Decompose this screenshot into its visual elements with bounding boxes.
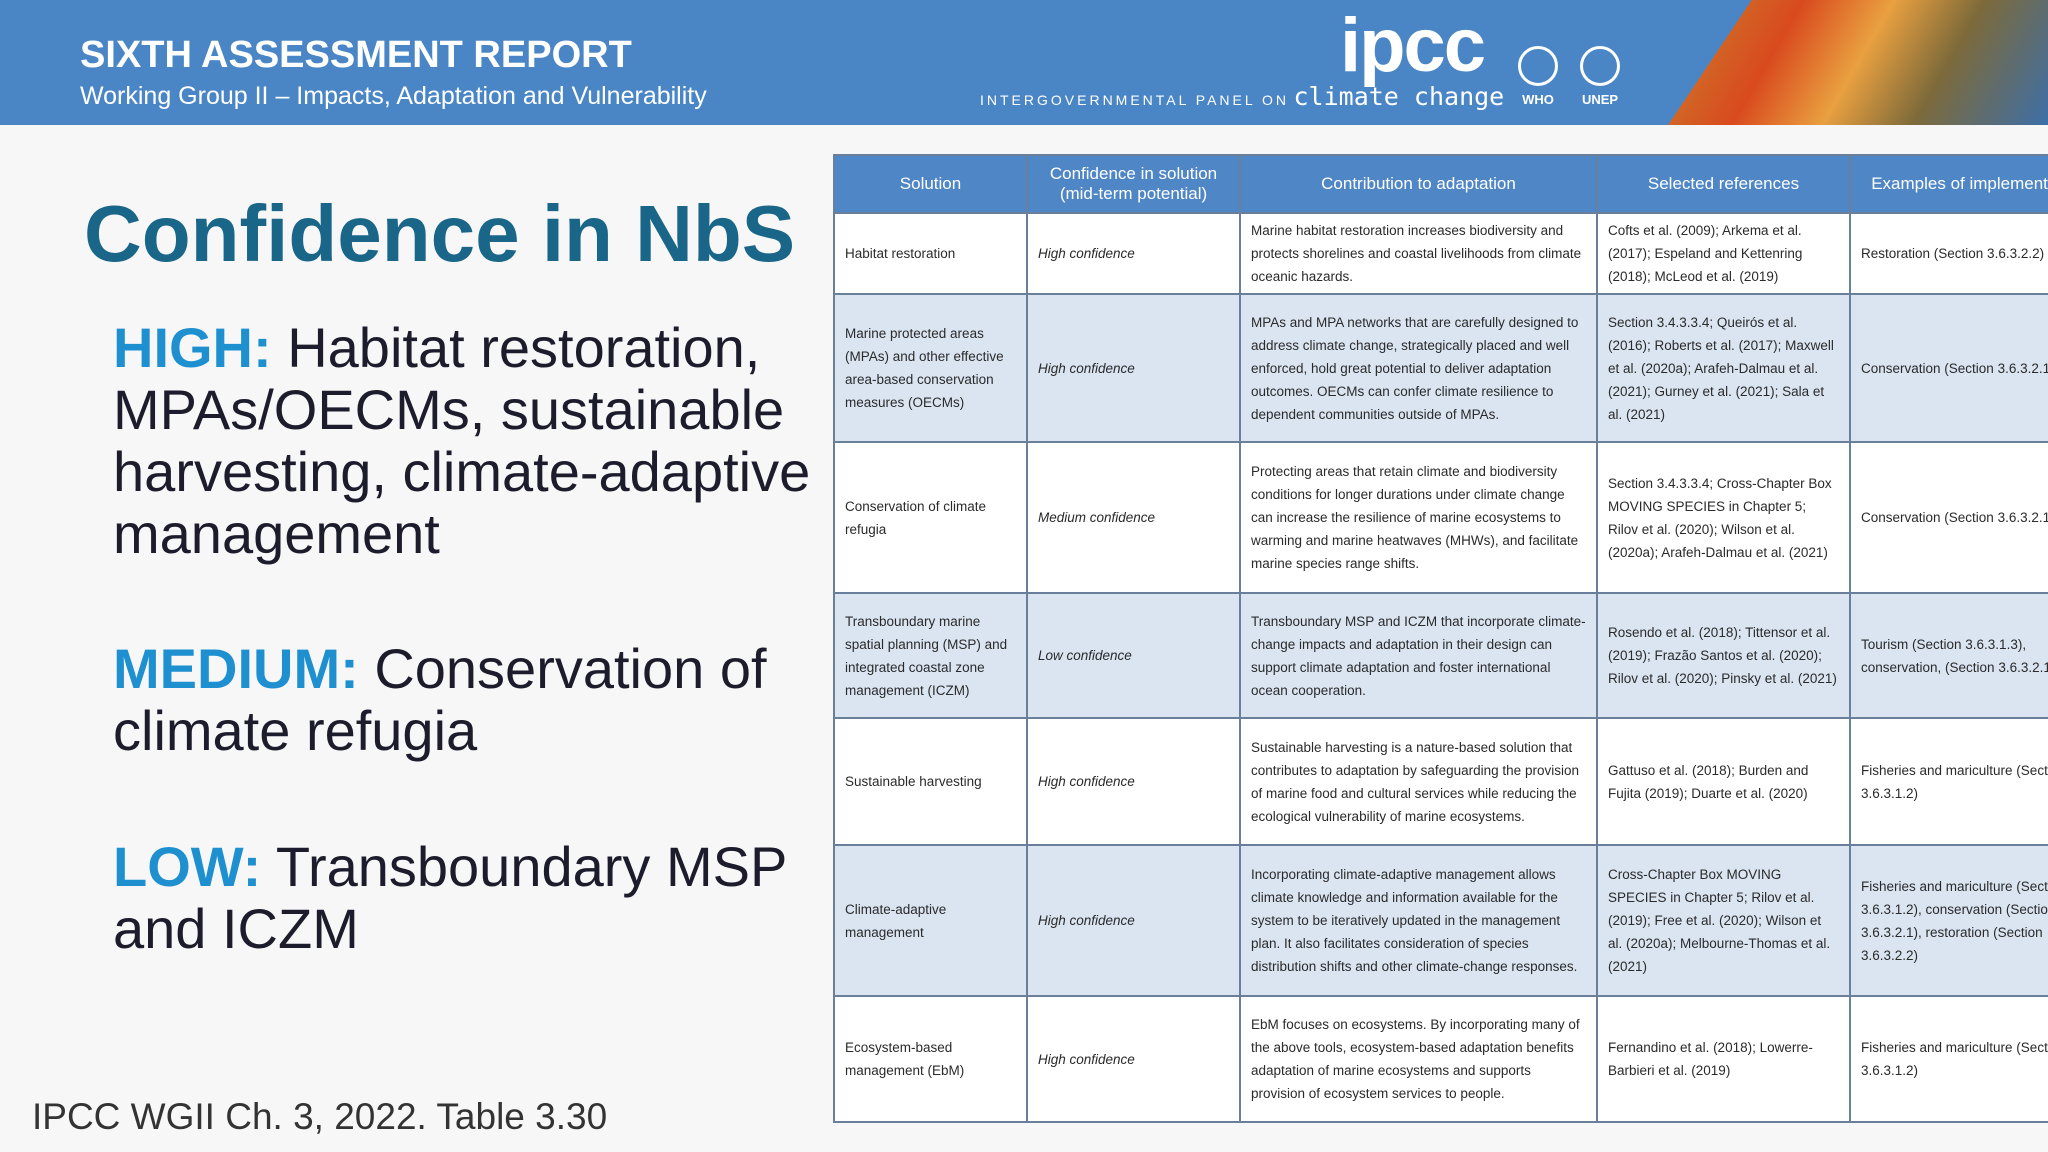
org-name: INTERGOVERNMENTAL PANEL ON climate chang… xyxy=(980,82,1504,111)
column-header: Confidence in solution (mid-term potenti… xyxy=(1026,154,1241,214)
table-cell: High confidence xyxy=(1026,844,1241,997)
table-cell: Cross-Chapter Box MOVING SPECIES in Chap… xyxy=(1596,844,1851,997)
column-header: Solution xyxy=(833,154,1028,214)
table-cell: Cofts et al. (2009); Arkema et al. (2017… xyxy=(1596,212,1851,295)
table-row: Habitat restoration High confidence Marine… xyxy=(833,212,2048,295)
table-cell: Marine protected areas (MPAs) and other … xyxy=(833,293,1028,443)
item-text: Habitat restoration, MPAs/OECMs, sustain… xyxy=(113,316,811,565)
confidence-level: MEDIUM: xyxy=(113,637,359,700)
table-cell: Medium confidence xyxy=(1026,441,1241,594)
table-cell: Sustainable harvesting xyxy=(833,717,1028,846)
table-row: Transboundary marine spatial planning (M… xyxy=(833,592,2048,719)
table-cell: Incorporating climate-adaptive managemen… xyxy=(1239,844,1598,997)
table-cell: Tourism (Section 3.6.3.1.3), conservatio… xyxy=(1849,592,2048,719)
table-cell: Section 3.4.3.3.4; Queirós et al. (2016)… xyxy=(1596,293,1851,443)
table-cell: High confidence xyxy=(1026,293,1241,443)
confidence-level: LOW: xyxy=(113,835,262,898)
table-cell: Rosendo et al. (2018); Tittensor et al. … xyxy=(1596,592,1851,719)
table-row: Ecosystem-based management (EbM) High con… xyxy=(833,995,2048,1123)
table-row: Climate-adaptive management High confiden… xyxy=(833,844,2048,997)
table-cell: EbM focuses on ecosystems. By incorporat… xyxy=(1239,995,1598,1123)
table-cell: Gattuso et al. (2018); Burden and Fujita… xyxy=(1596,717,1851,846)
table-cell: High confidence xyxy=(1026,717,1241,846)
confidence-level: HIGH: xyxy=(113,316,272,379)
report-title: SIXTH ASSESSMENT REPORT xyxy=(80,34,632,76)
table-cell: Fisheries and mariculture (Section 3.6.3… xyxy=(1849,844,2048,997)
org-suffix: climate change xyxy=(1293,82,1505,111)
table-cell: MPAs and MPA networks that are carefully… xyxy=(1239,293,1598,443)
nbs-table: Solution Confidence in solution (mid-term… xyxy=(833,154,2048,1123)
table-row: Conservation of climate refugia Medium co… xyxy=(833,441,2048,594)
table-cell: Low confidence xyxy=(1026,592,1241,719)
partner-label: WHO xyxy=(1522,92,1554,107)
table-cell: Marine habitat restoration increases bio… xyxy=(1239,212,1598,295)
slide-title: Confidence in NbS xyxy=(84,189,796,278)
item-text: Conservation of climate refugia xyxy=(113,637,767,762)
confidence-item: LOW: Transboundary MSP and ICZM xyxy=(113,836,833,960)
table-cell: High confidence xyxy=(1026,212,1241,295)
org-prefix: INTERGOVERNMENTAL PANEL ON xyxy=(980,92,1290,108)
confidence-item: MEDIUM: Conservation of climate refugia xyxy=(113,638,833,762)
table-cell: Ecosystem-based management (EbM) xyxy=(833,995,1028,1123)
table-cell: Transboundary MSP and ICZM that incorpor… xyxy=(1239,592,1598,719)
table-cell: Fernandino et al. (2018); Lowerre-Barbie… xyxy=(1596,995,1851,1123)
partner-label: UNEP xyxy=(1581,92,1619,107)
who-emblem xyxy=(1518,46,1558,86)
confidence-item: HIGH: Habitat restoration, MPAs/OECMs, s… xyxy=(113,317,833,565)
source-note: IPCC WGII Ch. 3, 2022. Table 3.30 xyxy=(32,1096,608,1137)
column-header: Examples of implementation xyxy=(1849,154,2048,214)
item-text: Transboundary MSP and ICZM xyxy=(113,835,787,960)
table-cell: Section 3.4.3.3.4; Cross-Chapter Box MOV… xyxy=(1596,441,1851,594)
table-cell: High confidence xyxy=(1026,995,1241,1123)
ipcc-logo: ipcc xyxy=(1340,3,1486,88)
table-cell: Conservation (Section 3.6.3.2.1) xyxy=(1849,441,2048,594)
table-cell: Fisheries and mariculture (Section 3.6.3… xyxy=(1849,995,2048,1123)
header-art xyxy=(1668,0,2048,125)
header-bar: SIXTH ASSESSMENT REPORT Working Group II… xyxy=(0,0,2048,125)
table-cell: Transboundary marine spatial planning (M… xyxy=(833,592,1028,719)
column-header: Contribution to adaptation xyxy=(1239,154,1598,214)
table-cell: Climate-adaptive management xyxy=(833,844,1028,997)
table-row: Marine protected areas (MPAs) and other … xyxy=(833,293,2048,443)
table-cell: Habitat restoration xyxy=(833,212,1028,295)
report-subtitle: Working Group II – Impacts, Adaptation a… xyxy=(80,82,707,110)
header-row: Solution Confidence in solution (mid-term… xyxy=(833,154,2048,214)
table-cell: Conservation of climate refugia xyxy=(833,441,1028,594)
unep-emblem xyxy=(1580,46,1620,86)
table-row: Sustainable harvesting High confidence Sus… xyxy=(833,717,2048,846)
table-cell: Restoration (Section 3.6.3.2.2) xyxy=(1849,212,2048,295)
table-cell: Sustainable harvesting is a nature-based… xyxy=(1239,717,1598,846)
column-header: Selected references xyxy=(1596,154,1851,214)
table-cell: Fisheries and mariculture (Section 3.6.3… xyxy=(1849,717,2048,846)
table-cell: Conservation (Section 3.6.3.2.1) xyxy=(1849,293,2048,443)
table-cell: Protecting areas that retain climate and… xyxy=(1239,441,1598,594)
